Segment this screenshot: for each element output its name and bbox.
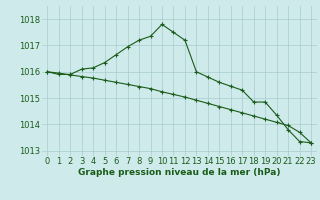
X-axis label: Graphe pression niveau de la mer (hPa): Graphe pression niveau de la mer (hPa): [78, 168, 280, 177]
